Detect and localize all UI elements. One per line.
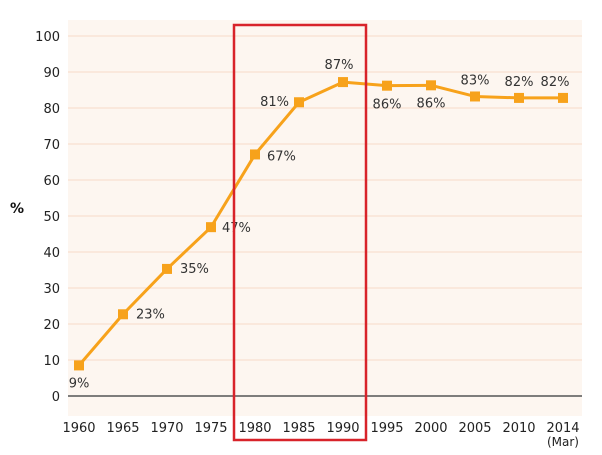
data-label: 67% [267, 149, 296, 164]
data-point [514, 92, 524, 103]
x-tick-label: 1965 [106, 421, 139, 436]
x-tick-label: 2005 [458, 421, 491, 436]
x-tick-label: 2014 [546, 421, 579, 436]
data-label: 87% [325, 58, 354, 73]
data-label: 82% [541, 75, 570, 90]
data-point [382, 80, 392, 91]
data-point [162, 263, 172, 274]
series-line [77, 80, 563, 367]
data-label: 86% [373, 98, 402, 113]
data-label: 81% [260, 95, 289, 110]
data-label: 86% [417, 96, 446, 111]
y-tick-label: 10 [43, 354, 60, 369]
x-tick-label: 2010 [502, 421, 535, 436]
x-tick-label: 1995 [370, 421, 403, 436]
data-label: 82% [505, 75, 534, 90]
data-label: 35% [180, 262, 209, 277]
y-axis-ticks: 0 10 20 30 40 50 60 70 80 90 100 [35, 30, 60, 405]
x-tick-label: 1960 [62, 421, 95, 436]
gridlines [68, 35, 582, 397]
x-tick-label: 1990 [326, 421, 359, 436]
y-tick-label: 100 [35, 30, 60, 45]
data-label: 9% [69, 376, 90, 391]
x-tick-label: 1980 [238, 421, 271, 436]
plot-background [68, 20, 582, 416]
x-tick-label: 2000 [414, 421, 447, 436]
x-tick-sublabel: (Mar) [547, 435, 579, 449]
y-tick-label: 30 [43, 282, 60, 297]
y-tick-label: 70 [43, 138, 60, 153]
y-tick-label: 90 [43, 66, 60, 81]
data-point [470, 91, 480, 102]
data-point [558, 92, 568, 103]
y-tick-label: 60 [43, 174, 60, 189]
data-label: 47% [222, 221, 251, 236]
y-tick-label: 20 [43, 318, 60, 333]
data-point [250, 149, 260, 160]
data-point [118, 309, 128, 320]
data-point [294, 97, 304, 108]
x-tick-label: 1970 [150, 421, 183, 436]
x-axis-ticks: 1960 1965 1970 1975 1980 1985 1990 1995 2000 2005… [62, 421, 579, 449]
data-point [74, 360, 84, 371]
x-tick-label: 1985 [282, 421, 315, 436]
series-markers [74, 77, 568, 371]
data-point [426, 80, 436, 91]
data-label: 23% [136, 307, 165, 322]
data-label: 83% [461, 73, 490, 88]
y-axis-label: % [10, 201, 24, 217]
y-tick-label: 80 [43, 102, 60, 117]
y-tick-label: 0 [52, 390, 60, 405]
data-point [206, 222, 216, 233]
y-tick-label: 40 [43, 246, 60, 261]
y-tick-label: 50 [43, 210, 60, 225]
x-tick-label: 1975 [194, 421, 227, 436]
highlight-box [232, 23, 368, 442]
data-point [338, 77, 348, 88]
data-labels: 9% 23% 35% 47% 67% 81% 87% 86% 86% 83% 82% 82% [69, 58, 570, 391]
